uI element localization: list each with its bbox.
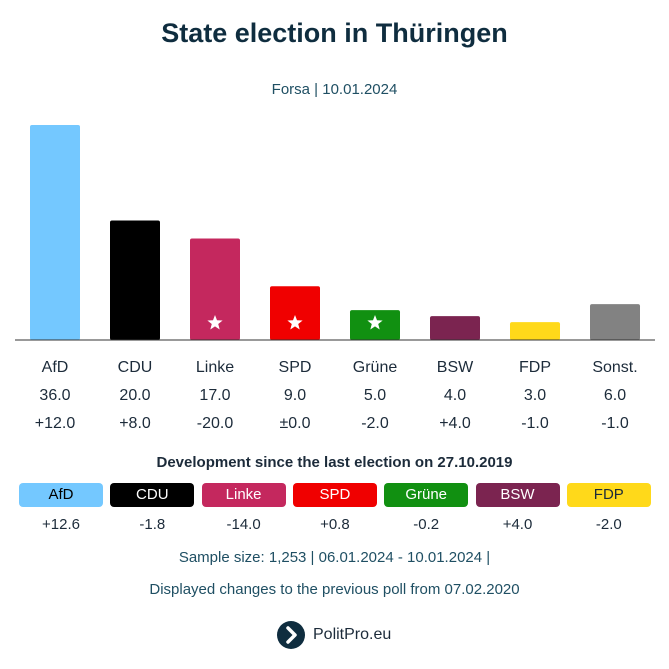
value-label-fdp: 3.0	[524, 387, 546, 404]
development-pill-bsw: BSW	[475, 483, 560, 507]
chart-title: State election in Thüringen	[161, 18, 508, 48]
politpro-logo-icon	[277, 621, 305, 649]
development-change-spd: +0.8	[320, 516, 350, 533]
development-change-bsw: +4.0	[502, 516, 533, 533]
party-label-linke: Linke	[196, 359, 234, 376]
value-label-gr-ne: 5.0	[364, 387, 386, 404]
star-icon	[367, 315, 383, 330]
party-label-sonst: Sonst.	[592, 359, 637, 376]
development-pill-cdu: CDU	[110, 483, 195, 507]
development-pill-spd: SPD	[292, 483, 377, 507]
change-label-sonst: -1.0	[601, 415, 629, 432]
development-item-fdp: FDP -2.0	[566, 483, 651, 533]
value-label-sonst: 6.0	[604, 387, 626, 404]
development-change-fdp: -2.0	[595, 516, 622, 533]
development-change-gr-ne: -0.2	[413, 516, 440, 533]
party-label-gr-ne: Grüne	[353, 359, 398, 376]
development-item-bsw: BSW +4.0	[475, 483, 560, 533]
bar-chart: AfD 36.0 +12.0 CDU 20.0 +8.0 Linke 17.0 -20.0 SPD…	[15, 125, 655, 432]
chart-subtitle: Forsa | 10.01.2024	[271, 81, 398, 98]
party-label-bsw: BSW	[437, 359, 474, 376]
change-label-afd: +12.0	[35, 415, 76, 432]
change-label-cdu: +8.0	[119, 415, 151, 432]
development-row: AfD +12.6 CDU -1.8 Linke -14.0 SPD +0.8 Grüne -0.…	[19, 483, 651, 543]
value-label-bsw: 4.0	[444, 387, 466, 404]
bar-bsw	[430, 316, 480, 340]
change-label-fdp: -1.0	[521, 415, 549, 432]
development-change-linke: -14.0	[226, 516, 261, 533]
bar-linke	[190, 238, 240, 340]
party-label-spd: SPD	[279, 359, 312, 376]
party-label-afd: AfD	[42, 359, 69, 376]
star-icon	[287, 315, 303, 330]
development-item-cdu: CDU -1.8	[110, 483, 195, 533]
development-pill-linke: Linke	[201, 483, 286, 507]
sample-size-text: Sample size: 1,253 | 06.01.2024 - 10.01.…	[178, 549, 491, 566]
development-change-cdu: -1.8	[139, 516, 166, 533]
development-title: Development since the last election on 2…	[156, 454, 513, 471]
change-label-bsw: +4.0	[439, 415, 471, 432]
change-label-linke: -20.0	[197, 415, 234, 432]
value-label-afd: 36.0	[39, 387, 70, 404]
value-label-cdu: 20.0	[119, 387, 150, 404]
brand-name: PolitPro.eu	[313, 626, 392, 643]
party-label-cdu: CDU	[118, 359, 153, 376]
development-item-linke: Linke -14.0	[201, 483, 286, 533]
development-pill-fdp: FDP	[566, 483, 651, 507]
development-item-spd: SPD +0.8	[292, 483, 377, 533]
bar-fdp	[510, 322, 560, 340]
development-item-gr-ne: Grüne -0.2	[384, 483, 469, 533]
development-item-afd: AfD +12.6	[19, 483, 103, 533]
development-pill-gr-ne: Grüne	[384, 483, 469, 507]
brand[interactable]: PolitPro.eu	[277, 621, 391, 649]
bar-sonst	[590, 304, 640, 340]
changes-note-text: Displayed changes to the previous poll f…	[149, 581, 520, 598]
star-icon	[207, 315, 223, 330]
development-change-afd: +12.6	[42, 516, 80, 533]
party-label-fdp: FDP	[519, 359, 551, 376]
change-label-spd: ±0.0	[279, 415, 310, 432]
change-label-gr-ne: -2.0	[361, 415, 389, 432]
value-label-spd: 9.0	[284, 387, 306, 404]
bar-spd	[270, 286, 320, 340]
bar-cdu	[110, 220, 160, 340]
value-label-linke: 17.0	[199, 387, 230, 404]
bar-afd	[30, 125, 80, 340]
development-pill-afd: AfD	[19, 483, 103, 507]
